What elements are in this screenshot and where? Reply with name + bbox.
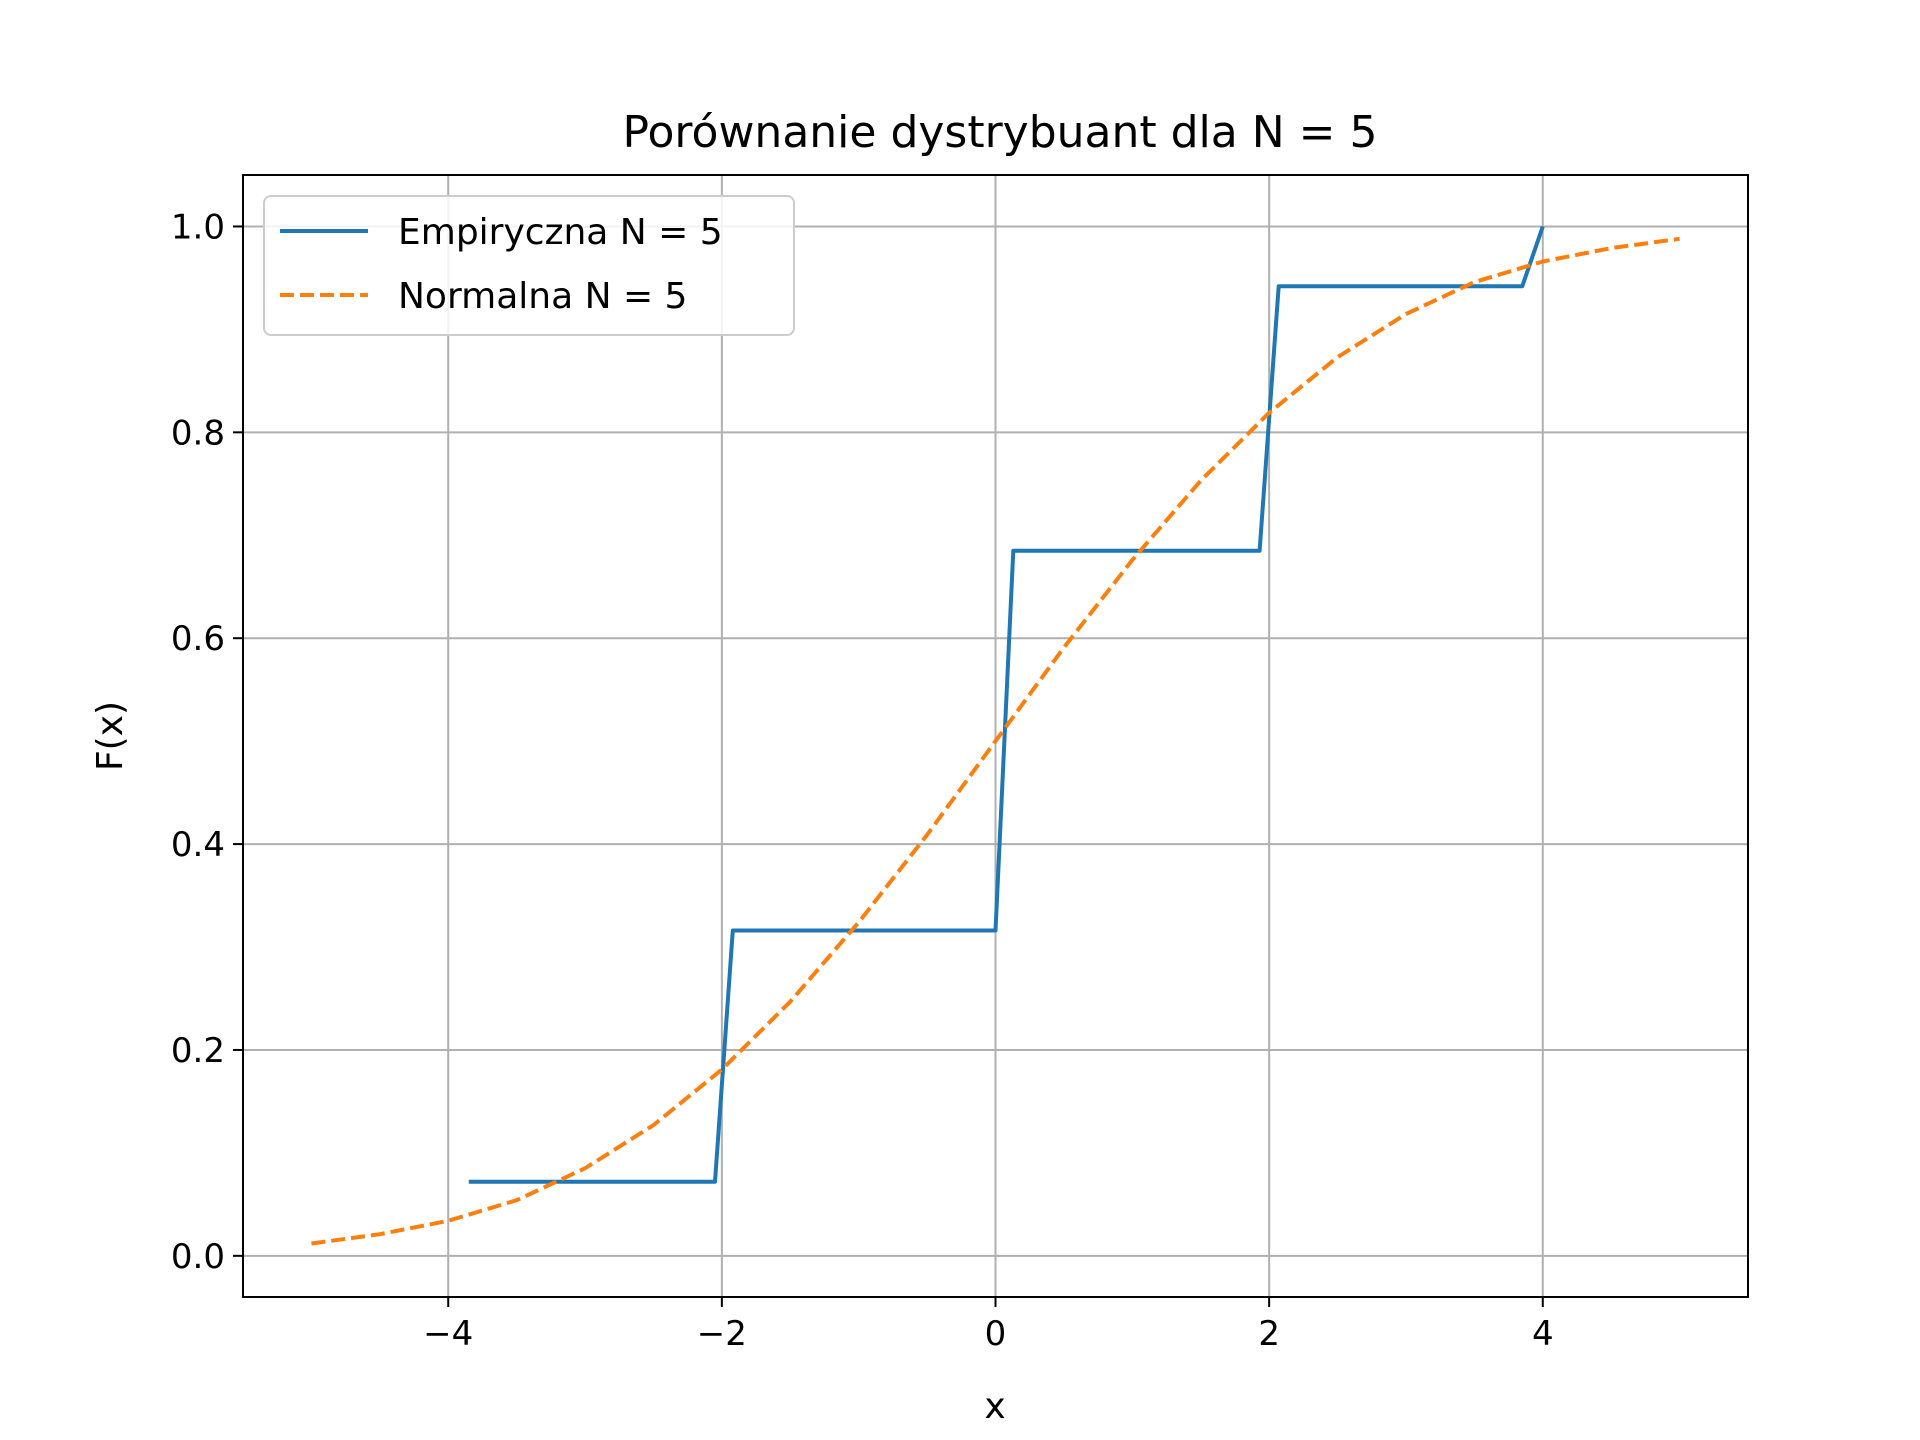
x-tick-label: −2 — [697, 1314, 747, 1354]
y-tick-label: 0.4 — [171, 825, 225, 865]
legend-label-normalna: Normalna N = 5 — [398, 276, 687, 317]
y-axis: 0.0 0.2 0.4 0.6 0.8 1.0 — [171, 207, 243, 1277]
y-tick-label: 0.8 — [171, 413, 225, 453]
legend: Empiryczna N = 5 Normalna N = 5 — [263, 195, 795, 336]
y-tick-label: 0.0 — [171, 1237, 225, 1277]
x-tick-label: −4 — [423, 1314, 473, 1354]
y-axis-label: F(x) — [90, 701, 131, 771]
x-axis-label: x — [984, 1386, 1005, 1427]
legend-label-empiryczna: Empiryczna N = 5 — [398, 212, 723, 253]
chart-title: Porównanie dystrybuant dla N = 5 — [623, 107, 1378, 158]
series-line-normalna — [311, 236, 1680, 1246]
legend-box — [263, 195, 795, 336]
x-tick-label: 2 — [1258, 1314, 1280, 1354]
grid — [243, 175, 1748, 1297]
x-tick-label: 0 — [985, 1314, 1007, 1354]
y-tick-label: 0.6 — [171, 619, 225, 659]
series-layer — [311, 225, 1680, 1246]
x-tick-label: 4 — [1532, 1314, 1554, 1354]
series-line-empiryczna — [468, 225, 1545, 1184]
y-tick-label: 1.0 — [171, 207, 225, 247]
x-axis: −4 −2 0 2 4 — [423, 1297, 1554, 1354]
y-tick-label: 0.2 — [171, 1031, 225, 1071]
